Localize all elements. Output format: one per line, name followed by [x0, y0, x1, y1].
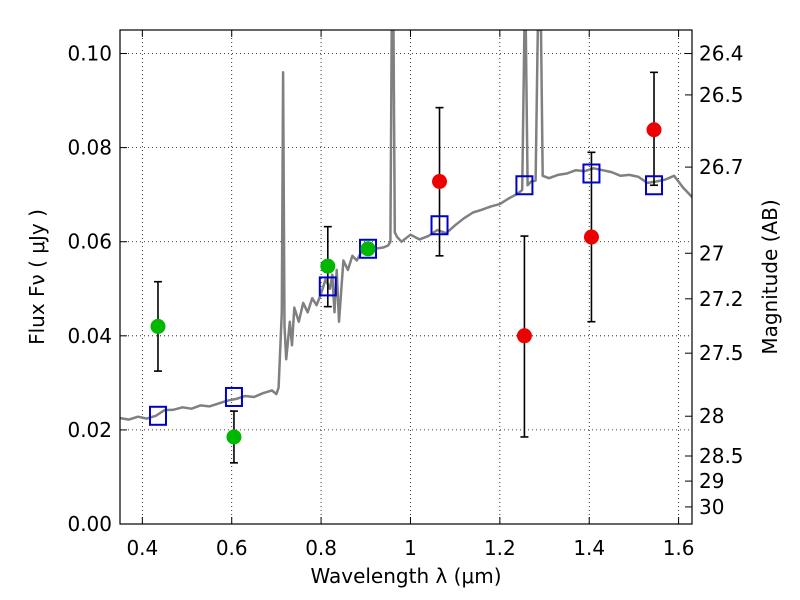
y-tick-label: 0.04	[67, 324, 112, 348]
mag-tick-label: 27	[699, 241, 724, 265]
plot-content	[120, 30, 692, 421]
red-data-point	[516, 328, 532, 344]
model-square-marker	[359, 238, 378, 259]
red-data-point	[646, 122, 662, 138]
green-data-point	[150, 318, 166, 334]
y-tick-label: 0.06	[67, 230, 112, 254]
model-square-marker	[430, 215, 449, 236]
axis-ticks: 0.4 0.6 0.8 1 1.2 1.4 1.6 0.00 0.02 0.04 0.06 0.08 0…	[67, 30, 744, 560]
mag-tick-label: 28.5	[699, 444, 744, 468]
model-square-marker	[318, 276, 337, 297]
plot-frame	[119, 29, 693, 525]
mag-tick-label: 26.7	[699, 155, 744, 179]
x-tick-label: 0.4	[126, 536, 158, 560]
mag-tick-label: 30	[699, 495, 724, 519]
green-data-point	[320, 258, 336, 274]
x-tick-label: 0.6	[216, 536, 248, 560]
mag-tick-label: 27.2	[699, 287, 744, 311]
mag-tick-label: 28	[699, 404, 724, 428]
red-data-point	[583, 229, 599, 245]
y-tick-label: 0.10	[67, 42, 112, 66]
y-tick-label: 0.08	[67, 136, 112, 160]
x-tick-label: 1.2	[484, 536, 516, 560]
green-data-point	[226, 429, 242, 445]
model-square-marker	[148, 405, 167, 426]
y-axis-title: Flux Fν ( μJy )	[25, 209, 49, 345]
x-tick-label: 1.6	[663, 536, 695, 560]
spectrum-line	[120, 30, 692, 421]
x-tick-label: 1.4	[573, 536, 605, 560]
mag-tick-label: 26.5	[699, 83, 744, 107]
model-square-marker	[224, 386, 243, 407]
data-markers	[148, 71, 664, 464]
right-axis-title: Magnitude (AB)	[758, 199, 782, 354]
mag-tick-label: 27.5	[699, 341, 744, 365]
x-tick-label: 1	[404, 536, 417, 560]
mag-tick-label: 29	[699, 469, 724, 493]
mag-tick-label: 26.4	[699, 42, 744, 66]
x-tick-label: 0.8	[305, 536, 337, 560]
green-data-point	[360, 241, 376, 257]
model-square-marker	[645, 175, 664, 196]
grid-lines	[120, 30, 692, 524]
y-tick-label: 0.02	[67, 418, 112, 442]
red-data-point	[432, 173, 448, 189]
model-square-marker	[582, 163, 601, 184]
y-tick-label: 0.00	[67, 512, 112, 536]
model-square-marker	[515, 175, 534, 196]
x-axis-title: Wavelength λ (μm)	[310, 564, 501, 588]
